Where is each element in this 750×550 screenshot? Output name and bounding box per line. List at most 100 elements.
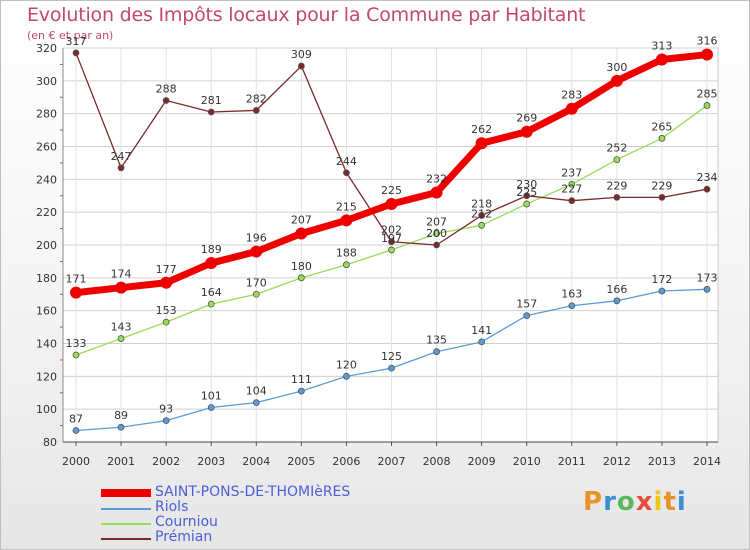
data-point-saint-pons-de-thomi-res — [160, 276, 173, 289]
data-label-pr-mian: 230 — [516, 178, 537, 191]
proxiti-logo: Proxiti — [583, 487, 687, 517]
data-label-saint-pons-de-thomi-res: 316 — [697, 35, 718, 48]
data-point-saint-pons-de-thomi-res — [475, 137, 488, 150]
data-label-saint-pons-de-thomi-res: 189 — [201, 243, 222, 256]
logo-letter: r — [603, 487, 617, 517]
data-point-riols — [433, 348, 440, 356]
data-point-saint-pons-de-thomi-res — [701, 48, 713, 61]
y-tick-label: 220 — [36, 206, 57, 219]
data-label-saint-pons-de-thomi-res: 225 — [381, 184, 402, 197]
logo-letter: t — [663, 487, 677, 517]
data-point-courniou — [343, 261, 350, 269]
data-label-pr-mian: 202 — [381, 224, 402, 237]
data-point-saint-pons-de-thomi-res — [115, 281, 128, 294]
data-label-saint-pons-de-thomi-res: 171 — [66, 273, 87, 286]
data-point-riols — [117, 423, 125, 431]
data-label-riols: 157 — [516, 298, 537, 311]
data-label-courniou: 237 — [561, 166, 582, 179]
data-point-riols — [207, 404, 215, 411]
data-label-pr-mian: 229 — [651, 179, 672, 192]
x-tick-label: 2004 — [242, 455, 270, 468]
data-point-saint-pons-de-thomi-res — [340, 214, 353, 227]
data-point-pr-mian — [523, 192, 531, 200]
y-tick-label: 240 — [36, 173, 57, 186]
data-label-riols: 93 — [159, 403, 173, 416]
data-point-courniou — [117, 335, 125, 342]
y-tick-label: 180 — [36, 272, 57, 285]
x-tick-label: 2001 — [107, 455, 135, 468]
y-tick-label: 80 — [43, 436, 57, 449]
data-label-saint-pons-de-thomi-res: 207 — [291, 214, 312, 227]
legend-swatch — [101, 489, 151, 497]
x-tick-label: 2014 — [693, 455, 721, 468]
data-point-courniou — [433, 230, 440, 237]
data-point-pr-mian — [297, 62, 305, 70]
data-point-courniou — [478, 221, 486, 229]
data-label-courniou: 212 — [471, 207, 492, 220]
data-label-pr-mian: 218 — [471, 197, 492, 210]
data-point-riols — [703, 285, 711, 293]
data-point-pr-mian — [478, 212, 486, 219]
data-label-courniou: 265 — [651, 120, 672, 133]
data-point-pr-mian — [343, 169, 350, 177]
data-point-saint-pons-de-thomi-res — [70, 286, 82, 299]
data-point-riols — [568, 302, 576, 310]
data-point-saint-pons-de-thomi-res — [655, 53, 668, 66]
data-label-saint-pons-de-thomi-res: 232 — [426, 172, 447, 185]
data-point-courniou — [252, 290, 260, 298]
data-label-saint-pons-de-thomi-res: 215 — [336, 200, 357, 213]
x-tick-label: 2007 — [378, 455, 406, 468]
y-tick-label: 300 — [36, 75, 57, 88]
data-point-riols — [72, 427, 80, 434]
data-point-pr-mian — [658, 193, 666, 201]
legend-swatch — [101, 538, 151, 540]
y-tick-label: 100 — [36, 403, 57, 416]
data-point-saint-pons-de-thomi-res — [520, 125, 533, 138]
x-tick-label: 2002 — [152, 455, 180, 468]
data-point-riols — [162, 417, 170, 425]
data-label-courniou: 170 — [246, 276, 267, 289]
legend-item-pr-mian: Prémian — [101, 529, 421, 546]
data-point-pr-mian — [162, 97, 170, 104]
data-label-courniou: 252 — [606, 142, 627, 155]
data-label-saint-pons-de-thomi-res: 300 — [606, 61, 627, 74]
data-point-pr-mian — [72, 49, 80, 57]
logo-letter: i — [676, 487, 687, 517]
x-tick-label: 2011 — [558, 455, 586, 468]
data-label-riols: 163 — [561, 288, 582, 301]
legend-label: SAINT-PONS-DE-THOMIèRES — [155, 484, 351, 500]
data-point-riols — [523, 312, 531, 319]
data-point-courniou — [568, 180, 576, 188]
data-label-riols: 173 — [697, 271, 718, 284]
data-point-saint-pons-de-thomi-res — [565, 102, 578, 115]
data-label-pr-mian: 281 — [201, 94, 222, 107]
data-label-riols: 166 — [606, 283, 627, 296]
data-label-pr-mian: 317 — [66, 35, 87, 48]
logo-letter: i — [653, 487, 664, 517]
data-point-riols — [613, 297, 621, 305]
x-tick-label: 2005 — [287, 455, 315, 468]
data-point-riols — [343, 372, 350, 380]
data-point-riols — [658, 287, 666, 295]
data-point-saint-pons-de-thomi-res — [250, 245, 263, 258]
data-label-pr-mian: 309 — [291, 48, 312, 61]
y-tick-label: 280 — [36, 108, 57, 121]
x-tick-label: 2008 — [423, 455, 451, 468]
logo-letter: x — [635, 487, 654, 517]
data-point-pr-mian — [207, 108, 215, 116]
data-point-courniou — [72, 351, 80, 359]
data-point-courniou — [613, 156, 621, 164]
data-label-courniou: 133 — [66, 337, 87, 350]
data-label-pr-mian: 234 — [697, 171, 718, 184]
data-point-pr-mian — [252, 106, 260, 114]
data-point-courniou — [523, 200, 531, 208]
legend-swatch — [101, 523, 151, 525]
legend-item-courniou: Courniou — [101, 514, 421, 531]
y-tick-label: 320 — [36, 42, 57, 55]
data-label-pr-mian: 200 — [426, 227, 447, 240]
data-label-saint-pons-de-thomi-res: 196 — [246, 232, 267, 245]
legend-item-saint-pons-de-thomi-res: SAINT-PONS-DE-THOMIèRES — [101, 484, 421, 501]
data-point-saint-pons-de-thomi-res — [430, 186, 443, 199]
x-tick-label: 2006 — [332, 455, 360, 468]
